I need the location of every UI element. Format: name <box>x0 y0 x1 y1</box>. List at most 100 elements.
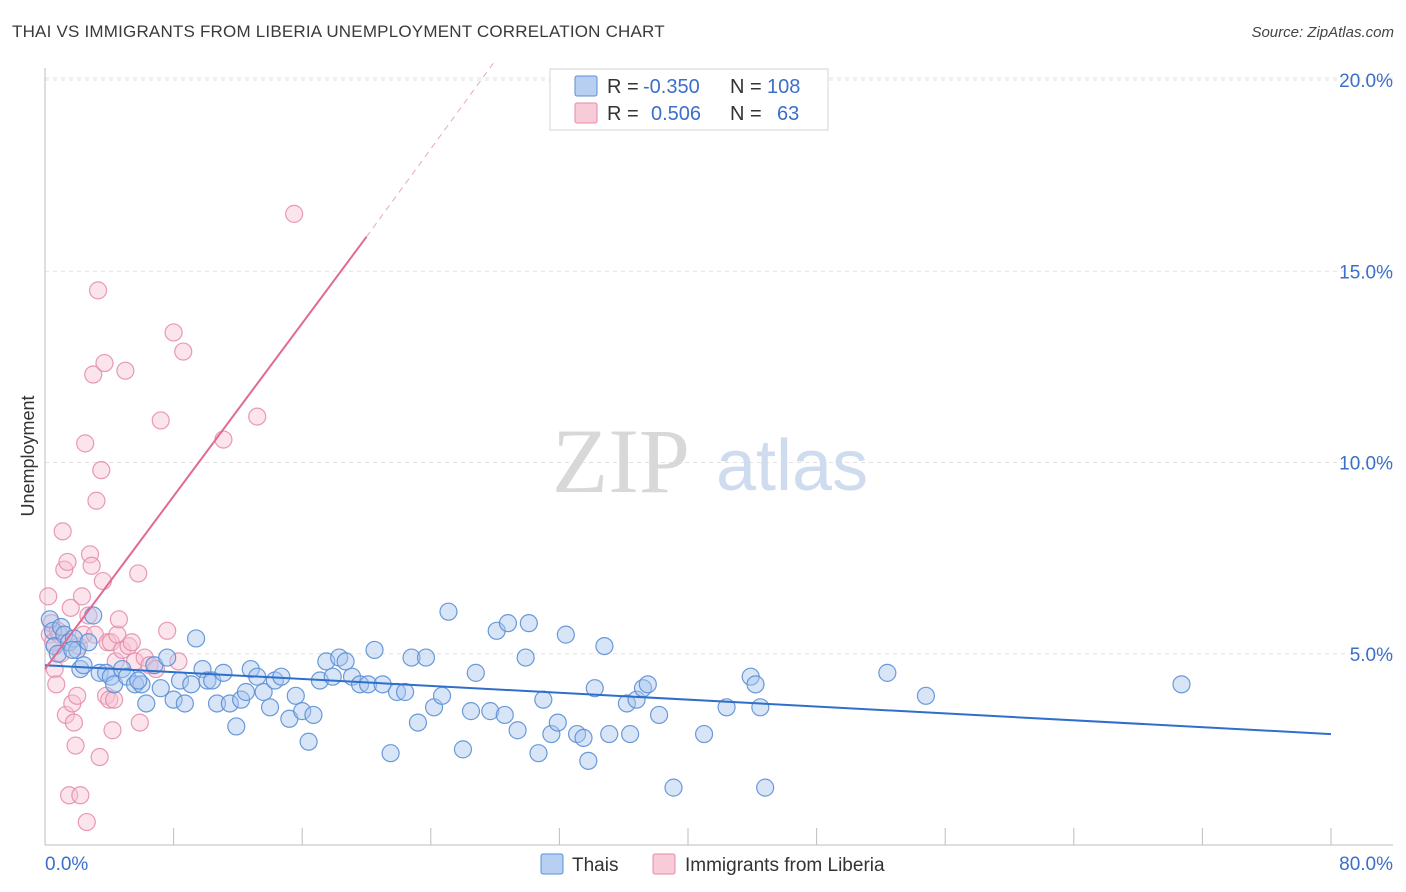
bottom-legend-swatch-liberia <box>652 853 676 875</box>
thai-point <box>574 728 593 748</box>
thai-point <box>481 702 500 721</box>
thai-point <box>878 663 897 682</box>
x-tick-label-min: 0.0% <box>45 854 88 875</box>
y-axis-title: Unemployment <box>18 395 38 516</box>
thai-point <box>649 705 669 725</box>
liberia-point <box>105 690 124 709</box>
thai-point <box>416 648 436 667</box>
legend-thai-n-value: 108 <box>767 76 800 98</box>
thai-point <box>432 686 452 705</box>
liberia-point <box>116 361 135 380</box>
thai-point <box>129 671 148 690</box>
thai-point <box>74 656 93 675</box>
thai-point <box>359 675 378 694</box>
liberia-point <box>95 353 114 373</box>
liberia-point <box>109 610 129 629</box>
thai-point <box>617 694 637 713</box>
thai-point <box>214 663 233 682</box>
liberia-point <box>76 434 95 453</box>
thai-point <box>79 633 98 652</box>
liberia-point <box>90 747 109 767</box>
thai-point <box>395 682 415 702</box>
thai-point <box>585 679 604 698</box>
liberia-point <box>285 204 304 223</box>
thai-point <box>1172 675 1191 694</box>
thai-point <box>916 686 936 705</box>
liberia-point <box>82 556 101 575</box>
thai-point <box>182 675 201 694</box>
thai-point <box>365 640 384 660</box>
thai-point <box>158 648 177 667</box>
liberia-point <box>79 606 98 625</box>
thai-point <box>220 694 239 713</box>
thai-point <box>286 686 305 705</box>
thai-point <box>260 698 280 717</box>
chart-title: THAI VS IMMIGRANTS FROM LIBERIA UNEMPLOY… <box>12 22 665 41</box>
thai-point <box>542 724 561 744</box>
thai-point <box>461 702 481 721</box>
liberia-point <box>93 571 112 591</box>
thai-point <box>529 744 548 763</box>
thai-point <box>439 602 458 621</box>
thai-point <box>621 724 640 744</box>
series-thai-points <box>40 602 1191 797</box>
thai-point <box>756 778 775 797</box>
thai-point <box>63 640 82 660</box>
thai-point <box>495 705 514 725</box>
liberia-point <box>214 430 233 449</box>
liberia-point <box>164 323 183 342</box>
thai-trend-line <box>44 664 1332 736</box>
liberia-point <box>58 552 77 572</box>
liberia-point <box>72 587 92 606</box>
liberia-point <box>47 675 66 694</box>
legend-thai-n-label: N = <box>730 76 762 98</box>
liberia-point <box>64 713 84 732</box>
liberia-point <box>129 564 148 583</box>
liberia-trend-extension <box>366 60 496 238</box>
thai-point <box>323 667 342 686</box>
axes <box>44 68 1393 846</box>
y-tick-label-20: 20.0% <box>1339 71 1393 92</box>
legend-liberia-n-label: N = <box>730 103 762 125</box>
thai-point <box>336 652 355 671</box>
liberia-point <box>248 407 267 426</box>
bottom-legend-liberia: Immigrants from Liberia <box>685 855 885 876</box>
thai-point <box>508 721 527 740</box>
liberia-trend-line <box>44 236 368 670</box>
thai-point <box>453 740 473 759</box>
thai-point <box>151 679 170 698</box>
watermark-zip: ZIP <box>552 410 690 512</box>
thai-point <box>227 717 246 736</box>
thai-point <box>600 724 619 744</box>
x-tick-label-max: 80.0% <box>1339 854 1393 875</box>
bottom-legend: Thais Immigrants from Liberia <box>540 853 885 876</box>
thai-point <box>694 724 714 744</box>
liberia-point <box>103 721 122 740</box>
thai-point <box>498 614 518 633</box>
thai-point <box>236 682 256 702</box>
thai-point <box>556 625 575 644</box>
trend-lines <box>44 60 1332 736</box>
thai-point <box>198 671 217 690</box>
liberia-point <box>84 365 103 384</box>
thai-point <box>466 663 485 682</box>
legend-thai-r-value: -0.350 <box>643 76 700 98</box>
thai-point <box>548 713 567 732</box>
y-tick-label-10: 10.0% <box>1339 454 1393 475</box>
thai-point <box>746 675 765 694</box>
thai-point <box>579 751 598 770</box>
legend-liberia-n-value: 63 <box>777 103 799 125</box>
liberia-point <box>174 342 193 361</box>
thai-point <box>402 648 421 667</box>
thai-point <box>717 698 736 717</box>
liberia-point <box>87 491 106 510</box>
thai-point <box>408 713 428 732</box>
thai-point <box>254 682 273 702</box>
thai-point <box>299 732 318 751</box>
thai-point <box>175 694 194 713</box>
bottom-legend-thai: Thais <box>572 855 618 876</box>
bottom-legend-swatch-thai <box>540 853 564 875</box>
thai-point <box>164 690 183 709</box>
thai-point <box>187 629 206 648</box>
liberia-point <box>71 786 90 805</box>
